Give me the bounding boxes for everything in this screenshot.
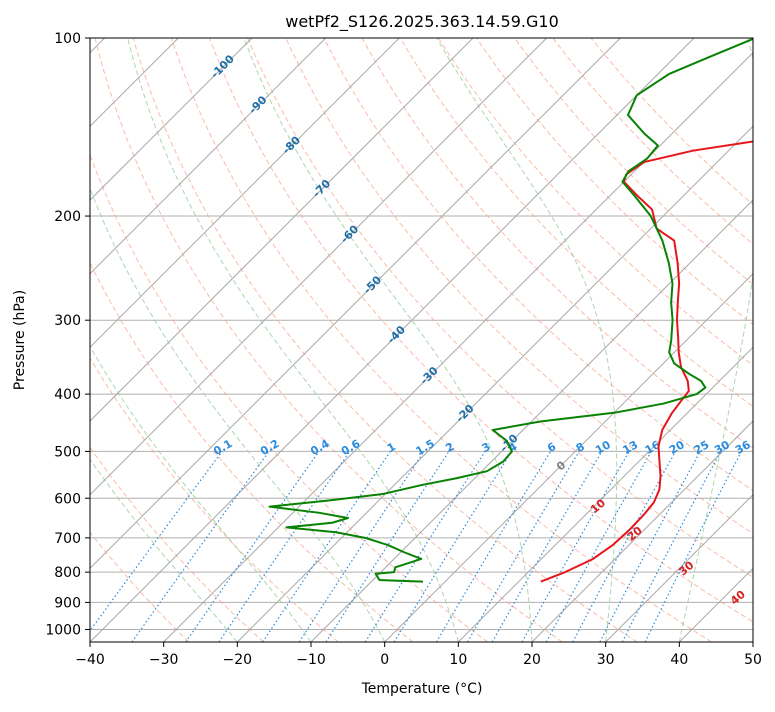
y-tick-label: 700 xyxy=(54,531,81,547)
x-tick-label: −40 xyxy=(75,652,105,668)
x-tick-label: −20 xyxy=(223,652,253,668)
chart-title: wetPf2_S126.2025.363.14.59.G10 xyxy=(285,12,559,32)
y-tick-label: 400 xyxy=(54,387,81,403)
y-axis-label: Pressure (hPa) xyxy=(12,290,28,390)
x-tick-label: 40 xyxy=(670,652,688,668)
x-tick-label: −30 xyxy=(149,652,179,668)
y-tick-label: 500 xyxy=(54,444,81,460)
x-tick-label: 10 xyxy=(449,652,467,668)
x-tick-label: 20 xyxy=(523,652,541,668)
x-tick-label: 50 xyxy=(744,652,762,668)
y-tick-label: 800 xyxy=(54,565,81,581)
x-tick-label: −10 xyxy=(296,652,326,668)
x-tick-label: 30 xyxy=(597,652,615,668)
y-tick-label: 900 xyxy=(54,595,81,611)
y-tick-label: 200 xyxy=(54,209,81,225)
x-tick-label: 0 xyxy=(380,652,389,668)
y-tick-label: 100 xyxy=(54,31,81,47)
y-tick-label: 300 xyxy=(54,313,81,329)
y-tick-label: 600 xyxy=(54,491,81,507)
x-axis-label: Temperature (°C) xyxy=(361,681,483,697)
y-tick-label: 1000 xyxy=(45,622,81,638)
